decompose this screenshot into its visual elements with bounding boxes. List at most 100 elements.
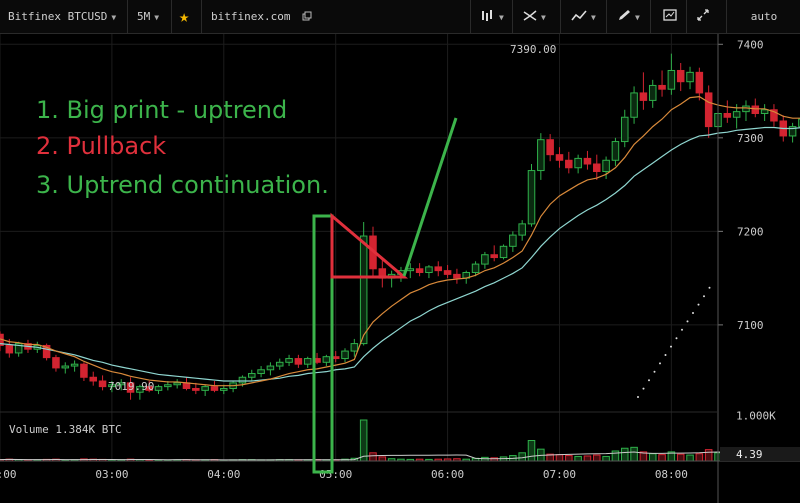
- y-tick-label: 7400: [737, 38, 764, 51]
- volume-bar: [359, 419, 368, 462]
- symbol-selector[interactable]: Bitfinex BTCUSD ▼: [8, 0, 116, 34]
- bar-type-icon: [482, 10, 492, 21]
- candle-body: [108, 384, 116, 388]
- candle-body: [593, 163, 601, 172]
- candle-body: [686, 71, 694, 83]
- candle-body: [676, 69, 685, 83]
- projection-dot: [664, 354, 667, 356]
- chevron-down-icon: ▼: [541, 13, 546, 22]
- volume-bar: [704, 449, 713, 462]
- low-price-label: 7019.90: [108, 380, 154, 393]
- candle-body: [210, 386, 219, 391]
- candle-body: [126, 382, 135, 393]
- volume-bar: [686, 454, 694, 462]
- y-tick-label: 7300: [737, 132, 764, 145]
- candle-body: [742, 105, 750, 113]
- favorite-button[interactable]: ★: [171, 0, 207, 34]
- x-tick-label: 06:00: [431, 468, 464, 481]
- volume-bar: [695, 453, 704, 462]
- candle-body: [630, 92, 638, 118]
- continuation-line: [402, 117, 458, 277]
- screenshot-icon: [663, 9, 677, 21]
- popout-icon: [302, 11, 312, 21]
- volume-bar: [378, 456, 387, 462]
- price-chart[interactable]: 7400 7300 7200 7100 02:00 03:00 04:00 05:00 06:0…: [0, 34, 800, 503]
- candle-body: [695, 71, 704, 94]
- volume-bar: [593, 454, 601, 462]
- volume-bar: [676, 453, 685, 462]
- candle-body: [220, 387, 228, 391]
- scale-mode-label: auto: [750, 10, 778, 23]
- projection-dot: [692, 312, 694, 314]
- candle-body: [425, 266, 433, 274]
- candle-body: [322, 356, 331, 363]
- volume-current-box: [720, 447, 800, 461]
- screenshot-button[interactable]: [650, 0, 691, 34]
- candle-body: [648, 84, 657, 101]
- candle-body: [760, 109, 769, 115]
- annotation-continuation: 3. Uptrend continuation.: [36, 171, 329, 199]
- candle-body: [565, 159, 573, 169]
- annotation-big-print: 1. Big print - uptrend: [36, 96, 287, 124]
- annotation-pullback: 2. Pullback: [36, 132, 166, 160]
- candle-body: [182, 382, 191, 389]
- volume-bar: [0, 459, 4, 462]
- candle-body: [751, 105, 760, 115]
- fullscreen-button[interactable]: [686, 0, 727, 34]
- ema-fast-line: [0, 96, 800, 387]
- candle-body: [518, 223, 526, 236]
- candle-body: [303, 358, 312, 365]
- ema-slow-line: [0, 126, 800, 382]
- x-tick-label: 03:00: [95, 468, 128, 481]
- symbol-label: Bitfinex BTCUSD: [8, 10, 108, 23]
- candle-body: [537, 139, 545, 172]
- candle-body: [723, 113, 732, 118]
- candle-body: [443, 270, 452, 275]
- candle-body: [639, 92, 648, 101]
- moving-averages: [0, 96, 800, 398]
- x-tick-label: 05:00: [319, 468, 352, 481]
- volume-bar: [527, 440, 536, 462]
- axes: 7400 7300 7200 7100 02:00 03:00 04:00 05:00 06:0…: [0, 34, 800, 503]
- candle-body: [555, 154, 564, 161]
- projection-dot: [659, 362, 661, 365]
- candle-body: [98, 380, 107, 388]
- projection-dot: [637, 396, 639, 398]
- annotations: [312, 117, 458, 474]
- projection-dot: [681, 328, 683, 331]
- candle-body: [285, 358, 293, 363]
- bar-type-button[interactable]: ▼: [470, 0, 504, 34]
- candle-body: [248, 373, 256, 378]
- draw-tool-button[interactable]: ▼: [606, 0, 640, 34]
- volume-bar: [648, 453, 657, 462]
- pullback-triangle: [330, 212, 409, 279]
- interval-label: 5M: [137, 10, 151, 23]
- candle-body: [658, 84, 666, 90]
- volume-bar: [565, 455, 573, 462]
- projection-dot: [675, 337, 678, 340]
- candle-body: [42, 344, 51, 359]
- site-link[interactable]: bitfinex.com: [201, 0, 312, 34]
- candle-body: [574, 157, 582, 169]
- candle-body: [52, 357, 60, 369]
- chart-toolbar: Bitfinex BTCUSD ▼ 5M ▼ ★ bitfinex.com ▼ ▼ …: [0, 0, 800, 34]
- candle-body: [546, 139, 554, 156]
- candle-body: [164, 384, 172, 388]
- candle-body: [471, 263, 480, 274]
- x-tick-label: 08:00: [655, 468, 688, 481]
- candle-body: [201, 386, 209, 391]
- projection-dot: [642, 387, 645, 390]
- candle-body: [583, 157, 592, 165]
- indicators-button[interactable]: ▼: [512, 0, 546, 34]
- interval-selector[interactable]: 5M ▼: [127, 0, 159, 34]
- candle-body: [136, 386, 144, 393]
- volume-bar: [630, 446, 638, 462]
- fullscreen-icon: [697, 9, 709, 21]
- high-price-label: 7390.00: [510, 43, 556, 56]
- projection-dot: [670, 345, 672, 348]
- scale-mode-button[interactable]: auto: [726, 0, 800, 34]
- projection-dot: [697, 303, 700, 306]
- candle-body: [481, 254, 489, 265]
- volume-legend: Volume 1.384K BTC: [9, 423, 122, 436]
- compare-button[interactable]: ▼: [560, 0, 596, 34]
